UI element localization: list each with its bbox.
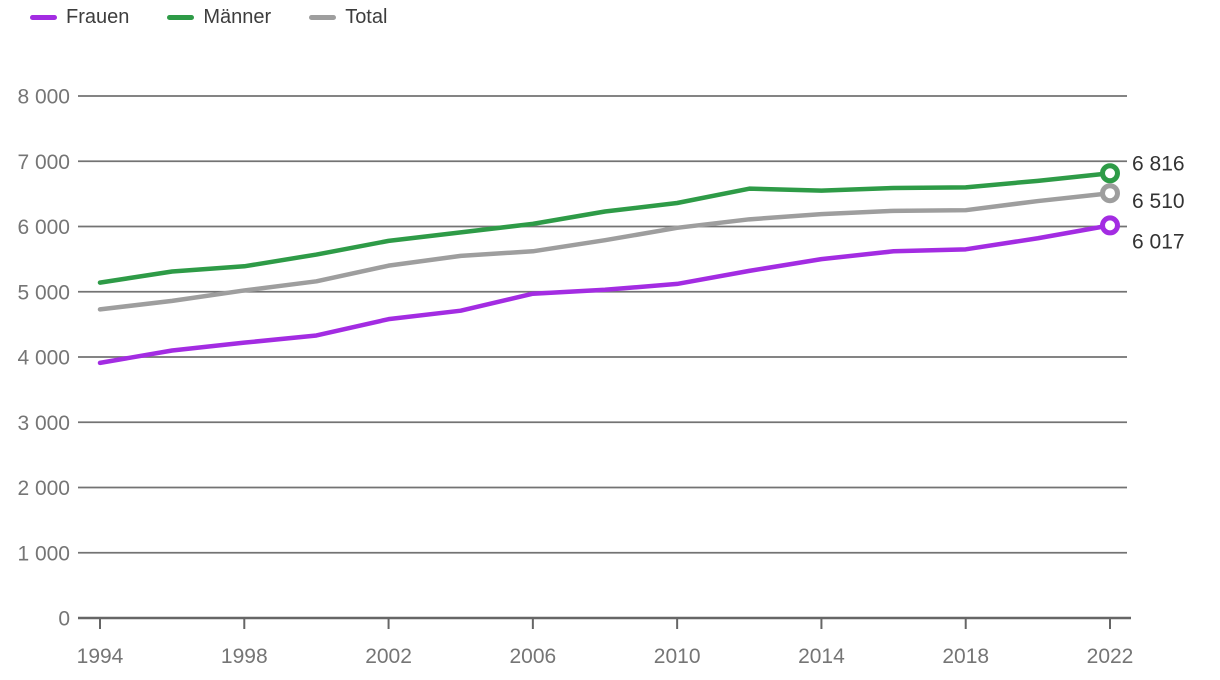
- y-tick-label-4000: 4 000: [17, 347, 70, 370]
- series-line-männer: [97, 171, 1113, 285]
- legend-swatch-männer: [167, 14, 195, 20]
- x-tick-label-2022: 2022: [1087, 645, 1134, 668]
- x-tick-label-2002: 2002: [365, 645, 412, 668]
- y-tick-label-6000: 6 000: [17, 216, 70, 239]
- legend-swatch-frauen: [30, 14, 57, 20]
- y-tick-label-1000: 1 000: [17, 542, 70, 565]
- x-tick-label-1998: 1998: [221, 645, 268, 668]
- series-line-frauen: [97, 223, 1113, 366]
- x-tick-label-2010: 2010: [654, 645, 701, 668]
- series-end-value-männer: 6 816: [1132, 152, 1185, 175]
- x-tick-label-2006: 2006: [509, 645, 556, 668]
- legend-label-männer: Männer: [203, 6, 272, 28]
- x-tick-label-1994: 1994: [77, 645, 124, 668]
- legend-label-frauen: Frauen: [66, 6, 130, 28]
- series-end-marker-frauen: [1100, 215, 1120, 236]
- legend-item-total[interactable]: Total: [309, 7, 387, 27]
- series-end-marker-männer: [1100, 163, 1120, 184]
- x-tick-label-2018: 2018: [942, 645, 989, 668]
- legend-swatch-total: [309, 14, 337, 20]
- y-tick-label-3000: 3 000: [17, 412, 70, 435]
- y-tick-label-8000: 8 000: [17, 86, 70, 109]
- series-end-value-frauen: 6 017: [1132, 230, 1185, 253]
- chart-legend: Frauen Männer Total: [30, 7, 387, 27]
- y-tick-label-2000: 2 000: [17, 477, 70, 500]
- legend-item-männer[interactable]: Männer: [167, 7, 271, 27]
- series-line-total: [97, 190, 1113, 312]
- y-tick-label-0: 0: [58, 608, 70, 631]
- legend-label-total: Total: [345, 6, 388, 28]
- series-end-marker-total: [1100, 183, 1120, 204]
- y-tick-label-7000: 7 000: [17, 151, 70, 174]
- legend-item-frauen[interactable]: Frauen: [30, 7, 129, 27]
- y-tick-label-5000: 5 000: [17, 281, 70, 304]
- series-end-value-total: 6 510: [1132, 190, 1185, 213]
- x-tick-label-2014: 2014: [798, 645, 845, 668]
